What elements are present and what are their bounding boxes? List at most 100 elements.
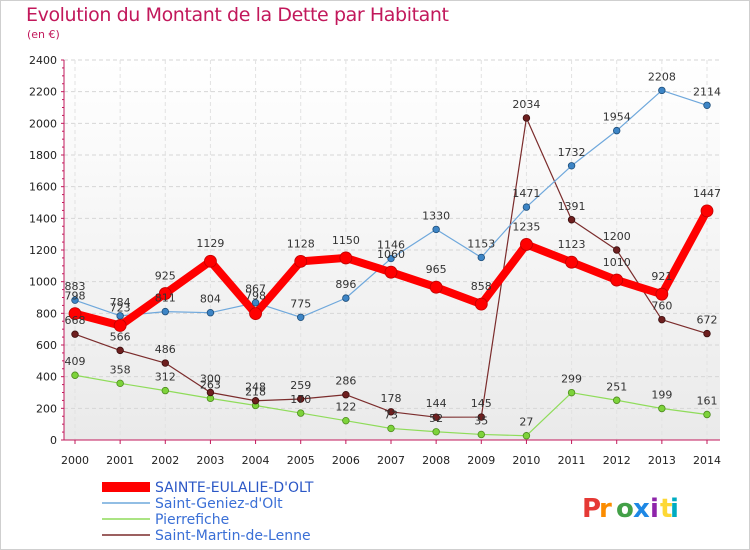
proxiti-logo: Pr o x i ti bbox=[582, 494, 679, 524]
data-label: 199 bbox=[651, 388, 672, 401]
data-label: 263 bbox=[200, 378, 221, 391]
y-tick-label: 800 bbox=[36, 307, 57, 320]
x-tick-label: 2004 bbox=[242, 454, 270, 467]
data-label: 73 bbox=[384, 408, 398, 421]
logo-letter: x bbox=[633, 494, 650, 524]
data-label: 1954 bbox=[603, 111, 631, 124]
data-label: 1447 bbox=[693, 187, 721, 200]
data-label: 251 bbox=[606, 380, 627, 393]
data-point bbox=[206, 309, 215, 317]
data-label: 1471 bbox=[512, 187, 540, 200]
x-tick-label: 2002 bbox=[151, 454, 179, 467]
data-label: 358 bbox=[110, 363, 131, 376]
y-tick-label: 2400 bbox=[29, 54, 57, 67]
y-tick-label: 600 bbox=[36, 339, 57, 352]
data-point bbox=[206, 388, 215, 397]
data-label: 144 bbox=[426, 397, 447, 410]
data-point bbox=[251, 299, 260, 307]
data-label: 784 bbox=[110, 296, 131, 309]
data-label: 883 bbox=[65, 280, 86, 293]
logo-letter: i bbox=[670, 494, 679, 524]
y-tick-label: 1000 bbox=[29, 276, 57, 289]
data-label: 804 bbox=[200, 293, 221, 306]
data-point bbox=[613, 126, 621, 135]
data-label: 672 bbox=[697, 314, 718, 327]
data-label: 798 bbox=[245, 290, 266, 303]
data-point bbox=[113, 319, 127, 332]
data-label: 798 bbox=[65, 290, 86, 303]
data-point bbox=[342, 416, 350, 425]
data-labels: 409 358 312 263 218 170 122 73 52 35 27 299 251 199 16… bbox=[65, 70, 722, 428]
data-point bbox=[703, 329, 711, 338]
logo-letter: P bbox=[582, 494, 601, 524]
data-point bbox=[342, 294, 350, 302]
logo-letter: t bbox=[660, 494, 672, 524]
axes: 0 200 400 600 800 1000 1200 1400 1600 1800 2000 220… bbox=[29, 54, 721, 467]
data-point bbox=[522, 114, 531, 122]
y-tick-label: 1800 bbox=[29, 149, 57, 162]
data-label: 486 bbox=[155, 343, 176, 356]
data-point bbox=[703, 101, 711, 109]
legend: SAINTE-EULALIE-D'OLTSaint-Geniez-d'OltPi… bbox=[102, 480, 314, 544]
data-point bbox=[71, 296, 79, 304]
data-point bbox=[71, 330, 79, 338]
data-label: 145 bbox=[471, 397, 492, 410]
data-label: 35 bbox=[474, 414, 488, 427]
data-point bbox=[384, 265, 398, 279]
data-point bbox=[610, 273, 624, 287]
logo-letter: i bbox=[650, 494, 659, 524]
data-label: 161 bbox=[697, 395, 718, 408]
data-label: 1330 bbox=[422, 209, 450, 222]
y-tick-label: 0 bbox=[50, 434, 57, 447]
data-point bbox=[161, 386, 169, 395]
data-label: 1153 bbox=[467, 237, 495, 250]
data-label: 723 bbox=[110, 302, 131, 315]
y-tick-label: 1400 bbox=[29, 212, 57, 225]
logo-letter: r bbox=[599, 494, 612, 524]
data-point bbox=[522, 432, 531, 440]
data-point bbox=[565, 255, 578, 269]
data-point bbox=[71, 371, 79, 379]
y-tick-label: 2000 bbox=[29, 117, 57, 130]
data-label: 965 bbox=[426, 263, 447, 276]
data-point bbox=[249, 307, 262, 321]
data-label: 52 bbox=[429, 412, 443, 425]
data-point bbox=[474, 297, 488, 311]
data-label: 811 bbox=[155, 292, 176, 305]
data-label: 2208 bbox=[648, 70, 676, 83]
data-label: 775 bbox=[290, 297, 311, 310]
data-point bbox=[432, 413, 440, 421]
data-label: 286 bbox=[335, 375, 356, 388]
data-label: 858 bbox=[471, 280, 492, 293]
x-tick-label: 2003 bbox=[196, 454, 224, 467]
data-label: 170 bbox=[290, 393, 311, 406]
data-label: 2034 bbox=[512, 98, 540, 111]
data-point bbox=[658, 86, 666, 95]
y-tick-label: 2200 bbox=[29, 86, 57, 99]
data-label: 2114 bbox=[693, 85, 721, 98]
data-label: 1146 bbox=[377, 239, 405, 252]
data-point bbox=[251, 397, 260, 405]
y-tick-label: 1600 bbox=[29, 181, 57, 194]
legend-label: SAINTE-EULALIE-D'OLT bbox=[155, 480, 314, 496]
data-point bbox=[567, 162, 576, 170]
data-point bbox=[613, 396, 621, 404]
x-tick-label: 2006 bbox=[332, 454, 360, 467]
x-tick-label: 2010 bbox=[512, 454, 540, 467]
data-label: 1200 bbox=[603, 230, 631, 243]
data-point bbox=[567, 216, 576, 224]
data-point bbox=[297, 409, 305, 417]
x-tick-label: 2005 bbox=[287, 454, 315, 467]
data-label: 312 bbox=[155, 371, 176, 384]
data-point bbox=[658, 404, 666, 413]
legend-label: Saint-Martin-de-Lenne bbox=[155, 528, 311, 544]
series-points bbox=[68, 86, 714, 440]
data-label: 300 bbox=[200, 373, 221, 386]
data-point bbox=[655, 287, 669, 301]
data-label: 921 bbox=[651, 270, 672, 283]
data-label: 1123 bbox=[558, 238, 586, 251]
data-label: 668 bbox=[65, 314, 86, 327]
data-point bbox=[297, 313, 305, 321]
x-tick-label: 2012 bbox=[603, 454, 631, 467]
data-point bbox=[294, 254, 308, 268]
